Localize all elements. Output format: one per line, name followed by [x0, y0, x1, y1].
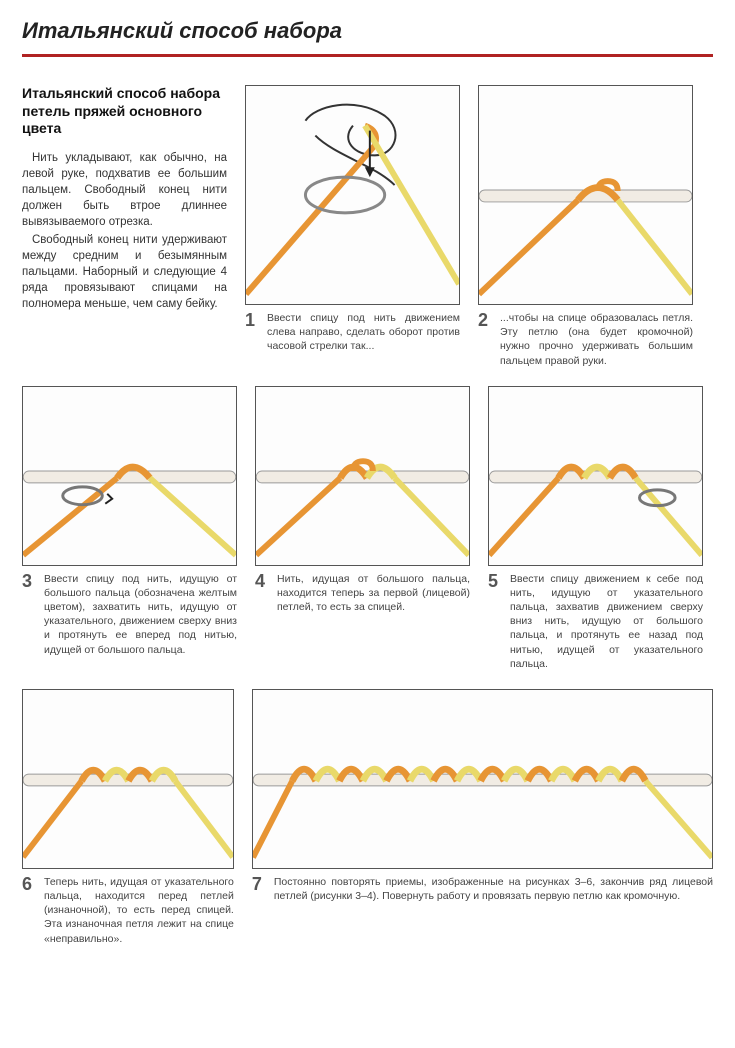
step-1-caption: Ввести спицу под нить движением слева на…: [267, 311, 460, 354]
step-1: 1 Ввести спицу под нить движением слева …: [245, 85, 460, 368]
row-1: Итальянский способ набора петель пряжей …: [22, 85, 713, 368]
intro-p2: Свободный конец нити удерживают между ср…: [22, 232, 227, 312]
step-1-num: 1: [245, 311, 261, 329]
page-title: Итальянский способ набора: [22, 18, 713, 44]
step-4-num: 4: [255, 572, 271, 590]
intro-text: Нить укладывают, как обычно, на левой ру…: [22, 150, 227, 313]
step-6-caption: Теперь нить, идущая от указательного пал…: [44, 875, 234, 946]
intro-p1: Нить укладывают, как обычно, на левой ру…: [22, 150, 227, 230]
step-3-caption: Ввести спицу под нить, идущую от большог…: [44, 572, 237, 657]
row-3: 6 Теперь нить, идущая от указательного п…: [22, 689, 713, 946]
intro-heading: Итальянский способ набора петель пряжей …: [22, 85, 227, 138]
step-5-num: 5: [488, 572, 504, 590]
step-5-image: [488, 386, 703, 566]
step-3: 3 Ввести спицу под нить, идущую от больш…: [22, 386, 237, 671]
step-5-caption: Ввести спицу движением к себе под нить, …: [510, 572, 703, 671]
step-7: 7 Постоянно повторять приемы, изображенн…: [252, 689, 713, 946]
step-4-caption: Нить, идущая от большого пальца, находит…: [277, 572, 470, 615]
step-2-num: 2: [478, 311, 494, 329]
step-6-num: 6: [22, 875, 38, 893]
step-4-image: [255, 386, 470, 566]
row-2: 3 Ввести спицу под нить, идущую от больш…: [22, 386, 713, 671]
step-2: 2 ...чтобы на спице образовалась петля. …: [478, 85, 693, 368]
step-6-image: [22, 689, 234, 869]
step-7-num: 7: [252, 875, 268, 893]
title-rule: [22, 54, 713, 57]
step-5: 5 Ввести спицу движением к себе под нить…: [488, 386, 703, 671]
intro-block: Итальянский способ набора петель пряжей …: [22, 85, 227, 368]
step-2-caption: ...чтобы на спице образовалась петля. Эт…: [500, 311, 693, 368]
step-7-caption: Постоянно повторять приемы, изображенные…: [274, 875, 713, 903]
step-6: 6 Теперь нить, идущая от указательного п…: [22, 689, 234, 946]
step-2-image: [478, 85, 693, 305]
step-7-image: [252, 689, 713, 869]
step-1-image: [245, 85, 460, 305]
step-3-image: [22, 386, 237, 566]
step-3-num: 3: [22, 572, 38, 590]
step-4: 4 Нить, идущая от большого пальца, наход…: [255, 386, 470, 671]
